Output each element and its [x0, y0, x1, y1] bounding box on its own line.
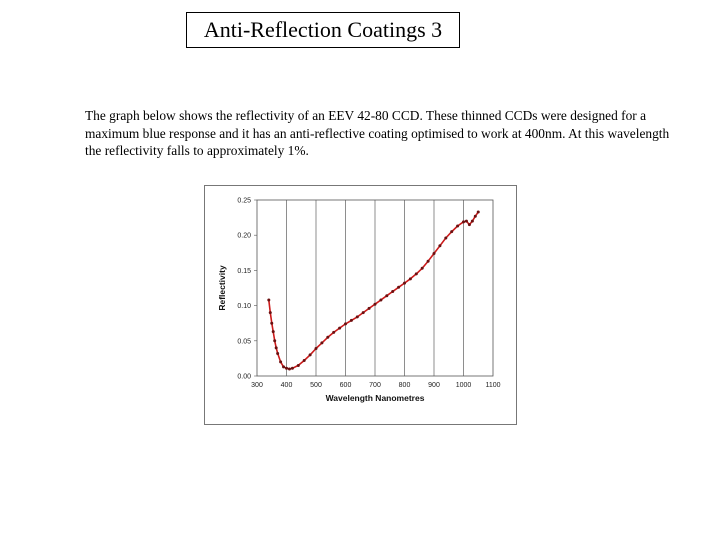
data-point: [308, 353, 312, 357]
data-point: [391, 290, 395, 294]
plot-area: [256, 199, 494, 377]
grid-layer: [286, 200, 464, 376]
data-point: [397, 285, 401, 289]
data-point: [296, 363, 300, 367]
data-point: [379, 298, 383, 302]
slide-description: The graph below shows the reflectivity o…: [85, 108, 670, 159]
data-point: [456, 224, 460, 228]
data-point: [302, 359, 306, 363]
data-point: [271, 330, 275, 334]
data-point: [403, 281, 406, 285]
data-point: [320, 341, 324, 345]
data-point: [282, 365, 286, 369]
data-point: [349, 318, 353, 322]
reflectivity-line: [268, 211, 479, 370]
data-point: [420, 266, 424, 270]
x-tick-label: 400: [281, 382, 293, 389]
data-point: [344, 322, 347, 326]
reflectivity-chart: 300 400 500 600 700 800 900 1000 1100 0.25 0.20 0.1…: [217, 198, 501, 404]
data-point: [287, 367, 291, 371]
data-point: [476, 210, 480, 214]
y-tick-label: 0.10: [237, 303, 251, 310]
data-point: [361, 311, 365, 315]
data-point: [314, 347, 318, 351]
data-point: [285, 366, 288, 370]
data-point: [408, 277, 412, 281]
data-point: [470, 219, 474, 223]
y-axis-label: Reflectivity: [217, 265, 227, 311]
data-point: [270, 321, 274, 325]
data-point: [268, 311, 272, 315]
slide-title: Anti-Reflection Coatings 3: [186, 12, 460, 48]
data-point: [332, 330, 336, 334]
y-tick-label: 0.05: [237, 338, 251, 345]
chart-frame: 300 400 500 600 700 800 900 1000 1100 0.25 0.20 0.1…: [204, 185, 517, 425]
data-point: [444, 236, 448, 240]
data-point: [338, 326, 342, 330]
data-point: [462, 220, 465, 224]
y-tick-label: 0.25: [237, 198, 251, 205]
data-point: [473, 214, 477, 218]
data-point: [414, 272, 418, 276]
data-point: [290, 366, 294, 370]
x-tick-label: 700: [369, 382, 381, 389]
y-tick-label: 0.20: [237, 233, 251, 240]
data-point: [450, 230, 454, 234]
x-axis-label: Wavelength Nanometres: [326, 393, 425, 403]
x-tick-label: 300: [251, 382, 263, 389]
x-tick-label: 800: [399, 382, 411, 389]
data-point: [438, 244, 442, 248]
data-point: [279, 360, 283, 364]
data-point: [467, 223, 471, 227]
data-point: [355, 315, 359, 319]
data-point: [464, 219, 468, 223]
data-point: [267, 298, 271, 302]
x-tick-label: 1100: [485, 382, 500, 389]
tick-labels: 300 400 500 600 700 800 900 1000 1100 0.25 0.20 0.1…: [237, 198, 500, 390]
x-tick-label: 500: [310, 382, 322, 389]
data-point: [426, 259, 430, 263]
x-tick-label: 600: [340, 382, 352, 389]
data-point: [274, 346, 278, 350]
x-tick-label: 900: [428, 382, 440, 389]
data-point: [326, 335, 330, 339]
data-point: [367, 306, 371, 310]
data-point: [276, 351, 280, 355]
x-tick-label: 1000: [456, 382, 472, 389]
data-point: [432, 252, 436, 256]
y-tick-label: 0.15: [237, 268, 251, 275]
y-tick-label: 0.00: [237, 374, 251, 381]
data-markers: [267, 210, 480, 371]
data-point: [385, 294, 389, 298]
data-point: [373, 302, 377, 306]
data-point: [273, 339, 277, 343]
